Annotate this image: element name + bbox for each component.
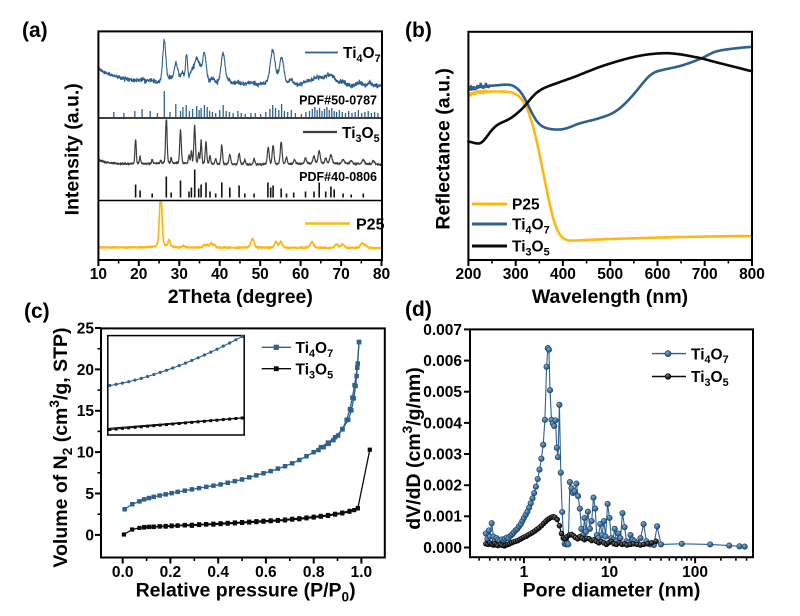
svg-text:80: 80 — [373, 266, 390, 283]
svg-text:0.002: 0.002 — [423, 478, 462, 495]
svg-text:200: 200 — [455, 266, 481, 283]
svg-text:10: 10 — [90, 266, 107, 283]
svg-text:10: 10 — [601, 564, 618, 581]
svg-text:(d): (d) — [405, 298, 432, 321]
svg-text:Wavelength (nm): Wavelength (nm) — [532, 286, 688, 308]
svg-text:5: 5 — [85, 486, 94, 503]
svg-text:0.2: 0.2 — [160, 564, 182, 581]
svg-text:P25: P25 — [512, 196, 540, 213]
svg-text:Ti3O5: Ti3O5 — [512, 238, 550, 258]
svg-text:dV/dD (cm3/g/nm): dV/dD (cm3/g/nm) — [400, 367, 425, 530]
svg-text:0.4: 0.4 — [207, 564, 229, 581]
svg-text:PDF#40-0806: PDF#40-0806 — [299, 170, 377, 184]
svg-text:0.005: 0.005 — [423, 384, 462, 401]
svg-text:P25: P25 — [356, 217, 385, 234]
svg-text:1.0: 1.0 — [351, 564, 373, 581]
svg-text:30: 30 — [171, 266, 188, 283]
svg-text:60: 60 — [292, 266, 309, 283]
svg-text:0.006: 0.006 — [423, 353, 462, 370]
svg-text:PDF#50-0787: PDF#50-0787 — [299, 94, 377, 108]
svg-text:Volume of N2 (cm3/g, STP): Volume of N2 (cm3/g, STP) — [47, 327, 75, 567]
svg-text:40: 40 — [211, 266, 228, 283]
svg-text:500: 500 — [597, 266, 623, 283]
svg-text:300: 300 — [503, 266, 529, 283]
svg-text:0.0: 0.0 — [112, 564, 134, 581]
svg-text:Relative pressure (P/P0): Relative pressure (P/P0) — [136, 580, 356, 605]
svg-text:0.003: 0.003 — [423, 446, 462, 463]
svg-text:400: 400 — [550, 266, 576, 283]
svg-text:Ti4O7: Ti4O7 — [691, 346, 729, 366]
svg-text:(a): (a) — [22, 19, 48, 42]
svg-text:Ti3O5: Ti3O5 — [296, 361, 334, 381]
svg-text:Ti4O7: Ti4O7 — [512, 216, 550, 236]
svg-text:Ti4O7: Ti4O7 — [343, 45, 381, 65]
svg-text:100: 100 — [682, 564, 708, 581]
svg-text:0.004: 0.004 — [423, 415, 462, 432]
svg-text:25: 25 — [77, 320, 95, 337]
svg-text:15: 15 — [77, 403, 95, 420]
svg-text:0.001: 0.001 — [423, 509, 462, 526]
svg-text:1: 1 — [520, 564, 529, 581]
svg-text:600: 600 — [645, 266, 671, 283]
svg-text:0.8: 0.8 — [303, 564, 325, 581]
svg-text:2Theta (degree): 2Theta (degree) — [168, 286, 313, 308]
svg-text:Ti3O5: Ti3O5 — [691, 369, 729, 389]
svg-text:Pore diameter (nm): Pore diameter (nm) — [523, 580, 701, 602]
svg-text:20: 20 — [130, 266, 147, 283]
svg-text:800: 800 — [739, 266, 765, 283]
svg-text:10: 10 — [77, 445, 94, 462]
svg-text:0.6: 0.6 — [255, 564, 277, 581]
svg-text:0.000: 0.000 — [423, 540, 462, 557]
svg-text:(b): (b) — [405, 19, 432, 42]
svg-text:Ti4O7: Ti4O7 — [296, 340, 334, 360]
svg-text:70: 70 — [332, 266, 349, 283]
svg-text:20: 20 — [77, 362, 94, 379]
svg-text:0.007: 0.007 — [423, 322, 462, 339]
svg-text:700: 700 — [692, 266, 718, 283]
svg-text:50: 50 — [252, 266, 269, 283]
svg-text:(c): (c) — [24, 300, 50, 323]
svg-text:Reflectance (a.u.): Reflectance (a.u.) — [433, 68, 455, 229]
svg-text:0: 0 — [85, 527, 94, 544]
svg-text:Intensity (a.u.): Intensity (a.u.) — [62, 83, 84, 215]
svg-text:Ti3O5: Ti3O5 — [342, 125, 380, 145]
